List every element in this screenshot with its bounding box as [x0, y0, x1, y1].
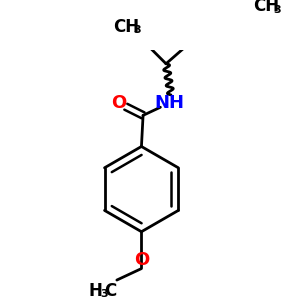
Text: NH: NH	[154, 94, 184, 112]
Text: 3: 3	[134, 25, 141, 35]
Text: O: O	[134, 251, 149, 269]
Text: C: C	[104, 282, 116, 300]
Text: CH: CH	[113, 18, 139, 36]
Text: 3: 3	[100, 289, 108, 299]
Text: O: O	[111, 94, 126, 112]
Text: 3: 3	[274, 5, 281, 15]
Text: CH: CH	[253, 0, 279, 15]
Text: H: H	[88, 282, 103, 300]
